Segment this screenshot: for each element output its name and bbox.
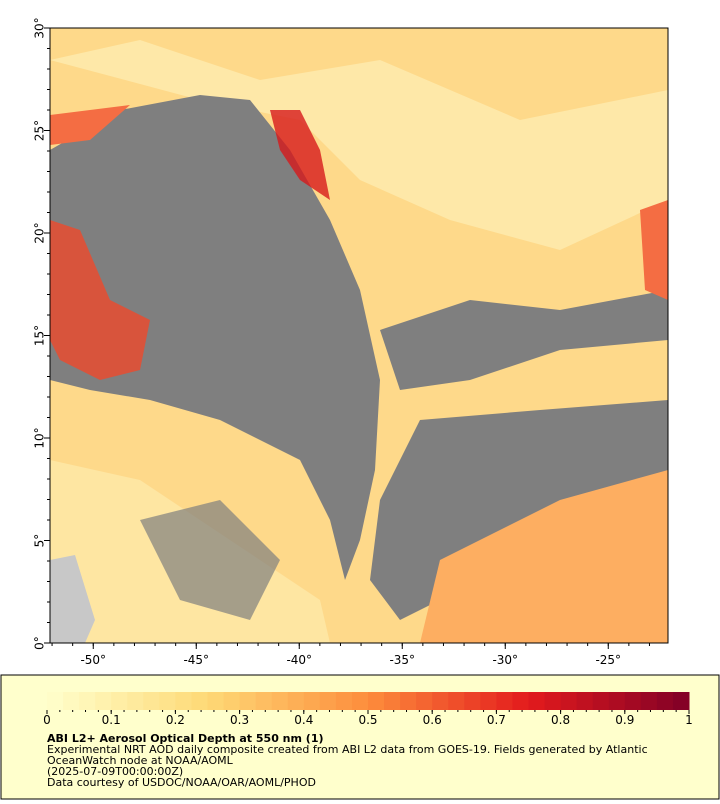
colorbar-segment (432, 692, 449, 710)
colorbar-segment (512, 692, 529, 710)
no-data (140, 500, 280, 620)
colorbar-segment (111, 692, 128, 710)
colorbar-segment (255, 692, 273, 710)
colorbar-segment (63, 692, 80, 710)
x-tick-label: -35° (389, 653, 415, 667)
info-line: (2025-07-09T00:00:00Z) (47, 765, 183, 778)
colorbar-segment (560, 692, 578, 710)
colorbar-tick-label: 0 (43, 713, 51, 727)
axes: -50° -45° -40° -35° -30° -25° 0° 5° 10° 15° 20° 25°… (33, 17, 650, 667)
high-aerosol (640, 200, 668, 300)
x-tick-label: -45° (183, 653, 209, 667)
colorbar-segment (239, 692, 257, 710)
aerosol-field (420, 470, 668, 643)
title: ABI L2+ Aerosol Optical Depth at 550 nm … (47, 732, 324, 745)
colorbar-tick-label: 0.4 (294, 713, 313, 727)
colorbar-tick-label: 1 (685, 713, 693, 727)
colorbar-segment (496, 692, 513, 710)
colorbar-segment (672, 692, 690, 710)
y-tick-label: 10° (33, 427, 47, 448)
y-tick-label: 30° (33, 17, 47, 38)
colorbar-segment (608, 692, 626, 710)
info: ABI L2+ Aerosol Optical Depth at 550 nm … (47, 732, 648, 789)
colorbar-segment (624, 692, 642, 710)
aerosol-field (50, 40, 668, 250)
colorbar-segment (576, 692, 594, 710)
x-tick-label: -30° (492, 653, 518, 667)
info-line: Data courtesy of USDOC/NOAA/OAR/AOML/PHO… (47, 776, 316, 789)
y-tick-label: 20° (33, 222, 47, 243)
colorbar-segment (319, 692, 337, 710)
colorbar-tick-label: 0.9 (615, 713, 634, 727)
colorbar-segment (47, 692, 64, 710)
colorbar-segment (351, 692, 369, 710)
colorbar-segment (271, 692, 289, 710)
colorbar-segment (368, 692, 385, 710)
high-aerosol (50, 220, 150, 380)
colorbar-segment (480, 692, 497, 710)
colorbar-segment (303, 692, 321, 710)
y-tick-label: 25° (33, 120, 47, 141)
colorbar: 0 0.1 0.2 0.3 0.4 0.5 0.6 0.7 0.8 0.9 1 (43, 692, 693, 727)
x-tick-label: -40° (286, 653, 312, 667)
info-line: Experimental NRT AOD daily composite cre… (47, 743, 648, 756)
x-tick-label: -25° (595, 653, 621, 667)
colorbar-tick-label: 0.7 (487, 713, 506, 727)
land (50, 555, 95, 643)
colorbar-segment (335, 692, 353, 710)
y-tick-label: 5° (33, 534, 47, 548)
colorbar-segment (127, 692, 144, 710)
colorbar-segment (95, 692, 112, 710)
high-aerosol (270, 110, 330, 200)
colorbar-segment (159, 692, 176, 710)
colorbar-tick-label: 0.8 (551, 713, 570, 727)
colorbar-segment (464, 692, 481, 710)
info-line: OceanWatch node at NOAA/AOML (47, 754, 234, 767)
colorbar-segment (528, 692, 546, 710)
colorbar-segment (544, 692, 562, 710)
colorbar-segment (223, 692, 241, 710)
colorbar-segment (175, 692, 192, 710)
colorbar-segment (640, 692, 658, 710)
colorbar-segment (287, 692, 305, 710)
colorbar-segment (207, 692, 225, 710)
colorbar-tick-label: 0.5 (358, 713, 377, 727)
no-data (50, 95, 380, 580)
colorbar-segment (400, 692, 417, 710)
colorbar-segment (656, 692, 674, 710)
colorbar-tick-label: 0.3 (230, 713, 249, 727)
colorbar-segment (79, 692, 96, 710)
y-tick-label: 15° (33, 325, 47, 346)
colorbar-segment (592, 692, 610, 710)
colorbar-segment (191, 692, 208, 710)
colorbar-segment (384, 692, 401, 710)
colorbar-tick-label: 0.2 (166, 713, 185, 727)
colorbar-segment (448, 692, 465, 710)
map-image (50, 28, 668, 643)
x-tick-label: -50° (80, 653, 106, 667)
no-data (380, 290, 668, 390)
colorbar-segment (143, 692, 160, 710)
y-tick-label: 0° (33, 636, 47, 650)
colorbar-tick-label: 0.1 (102, 713, 121, 727)
colorbar-tick-label: 0.6 (423, 713, 442, 727)
colorbar-segment (416, 692, 433, 710)
high-aerosol (50, 105, 130, 145)
